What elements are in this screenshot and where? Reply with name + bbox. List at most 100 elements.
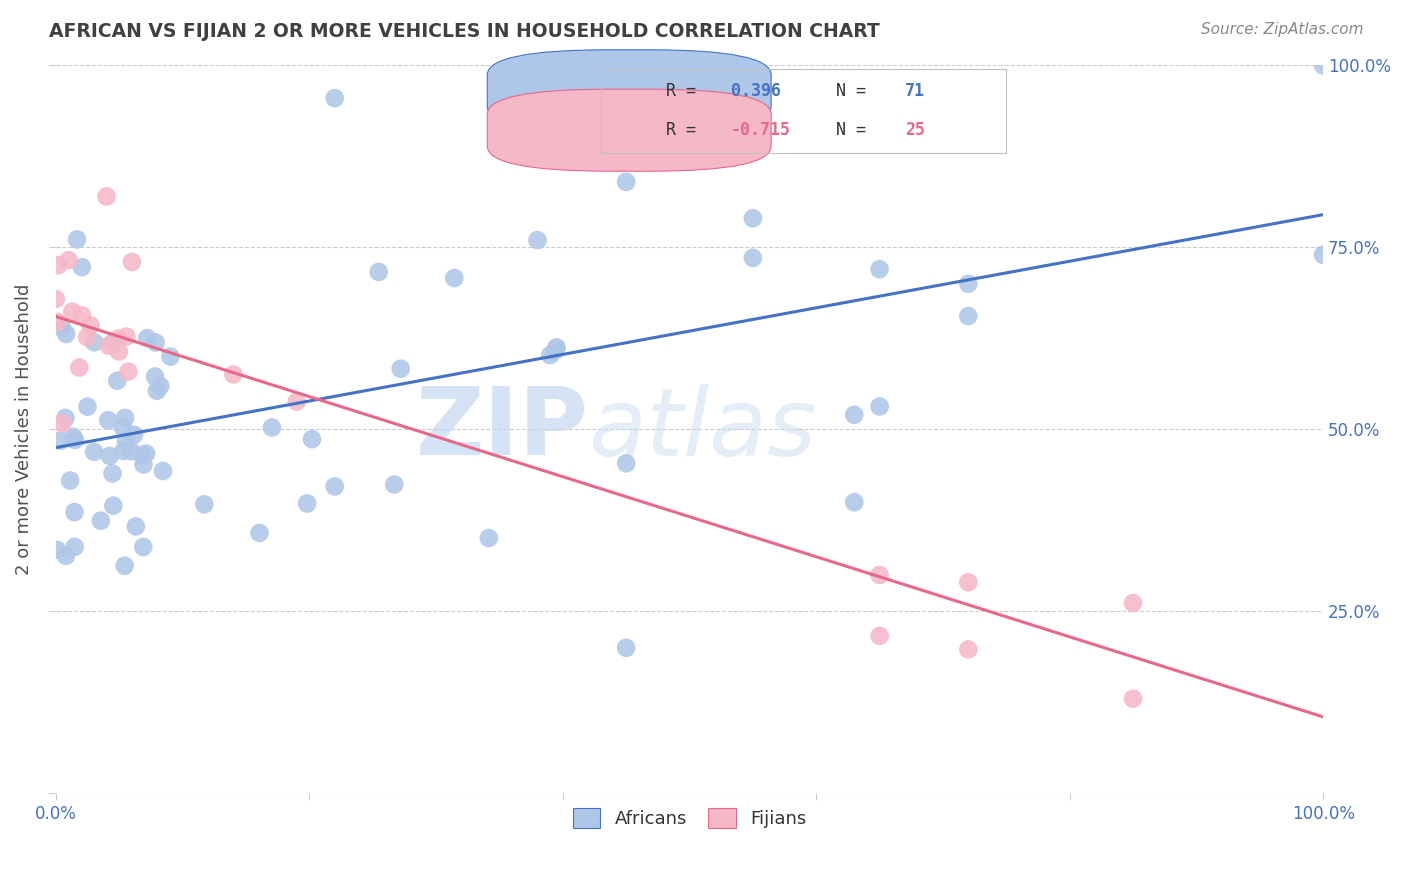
Point bbox=[70, 260, 93, 275]
Text: ZIP: ZIP bbox=[415, 384, 588, 475]
Point bbox=[1312, 58, 1334, 72]
Point bbox=[869, 568, 891, 582]
Legend: Africans, Fijians: Africans, Fijians bbox=[565, 801, 814, 835]
Point bbox=[114, 558, 136, 573]
Point bbox=[115, 329, 138, 343]
Point bbox=[741, 211, 763, 226]
Point bbox=[55, 411, 77, 425]
Point bbox=[389, 361, 412, 376]
Point bbox=[367, 265, 389, 279]
Point bbox=[70, 309, 93, 323]
Point bbox=[59, 474, 82, 488]
Point bbox=[957, 277, 980, 291]
Point bbox=[149, 379, 172, 393]
Point bbox=[62, 430, 84, 444]
Point bbox=[103, 499, 125, 513]
Point bbox=[97, 338, 120, 352]
Point bbox=[869, 629, 891, 643]
Point bbox=[114, 410, 136, 425]
Point bbox=[957, 642, 980, 657]
Point bbox=[76, 400, 98, 414]
Point bbox=[323, 479, 346, 493]
Text: AFRICAN VS FIJIAN 2 OR MORE VEHICLES IN HOUSEHOLD CORRELATION CHART: AFRICAN VS FIJIAN 2 OR MORE VEHICLES IN … bbox=[49, 22, 880, 41]
Point bbox=[614, 456, 637, 470]
Point bbox=[55, 549, 77, 563]
Point bbox=[146, 384, 169, 398]
Point bbox=[382, 477, 405, 491]
Point bbox=[112, 420, 135, 434]
Point bbox=[97, 413, 120, 427]
Point bbox=[844, 495, 866, 509]
Point bbox=[112, 444, 135, 458]
Point bbox=[120, 444, 142, 458]
Point bbox=[538, 348, 561, 362]
Point bbox=[478, 531, 501, 545]
Point bbox=[222, 368, 245, 382]
Point bbox=[46, 315, 69, 329]
Point bbox=[101, 467, 124, 481]
Point bbox=[83, 445, 105, 459]
Point bbox=[122, 427, 145, 442]
Point bbox=[957, 575, 980, 590]
Point bbox=[614, 175, 637, 189]
Point bbox=[301, 432, 323, 446]
Point bbox=[67, 360, 90, 375]
Point bbox=[957, 309, 980, 323]
Point bbox=[1312, 248, 1334, 262]
Point bbox=[131, 448, 153, 462]
Point bbox=[96, 189, 118, 203]
Point bbox=[132, 458, 155, 472]
Point bbox=[90, 514, 112, 528]
Point bbox=[101, 335, 124, 350]
Point bbox=[249, 526, 271, 541]
Y-axis label: 2 or more Vehicles in Household: 2 or more Vehicles in Household bbox=[15, 284, 32, 575]
Point bbox=[48, 258, 70, 272]
Point bbox=[1122, 596, 1144, 610]
Point bbox=[76, 330, 98, 344]
Point bbox=[79, 318, 101, 333]
Point bbox=[45, 292, 67, 306]
Point bbox=[63, 540, 86, 554]
Point bbox=[121, 255, 143, 269]
Point bbox=[135, 447, 157, 461]
Point bbox=[152, 464, 174, 478]
Point bbox=[143, 369, 166, 384]
Point bbox=[117, 365, 139, 379]
Point bbox=[66, 232, 89, 246]
Point bbox=[58, 253, 80, 268]
Point bbox=[323, 91, 346, 105]
Point bbox=[193, 497, 215, 511]
Point bbox=[107, 332, 129, 346]
Point bbox=[544, 343, 567, 357]
Point bbox=[51, 320, 73, 334]
Point bbox=[546, 340, 568, 354]
Point bbox=[115, 434, 138, 449]
Point bbox=[741, 251, 763, 265]
Point bbox=[869, 262, 891, 277]
Point bbox=[63, 505, 86, 519]
Point bbox=[105, 374, 128, 388]
Point bbox=[125, 519, 148, 533]
Point bbox=[45, 542, 67, 557]
Point bbox=[108, 344, 131, 359]
Text: atlas: atlas bbox=[588, 384, 817, 475]
Point bbox=[443, 271, 465, 285]
Point bbox=[285, 394, 308, 409]
Point bbox=[51, 417, 73, 431]
Text: Source: ZipAtlas.com: Source: ZipAtlas.com bbox=[1201, 22, 1364, 37]
Point bbox=[1122, 691, 1144, 706]
Point bbox=[98, 449, 121, 463]
Point bbox=[60, 304, 83, 318]
Point bbox=[869, 400, 891, 414]
Point bbox=[55, 326, 77, 341]
Point bbox=[145, 335, 167, 350]
Point bbox=[63, 433, 86, 447]
Point bbox=[159, 350, 181, 364]
Point bbox=[295, 496, 318, 510]
Point bbox=[49, 434, 72, 448]
Point bbox=[260, 420, 283, 434]
Point bbox=[83, 335, 105, 350]
Point bbox=[132, 540, 155, 554]
Point bbox=[844, 408, 866, 422]
Point bbox=[136, 331, 159, 345]
